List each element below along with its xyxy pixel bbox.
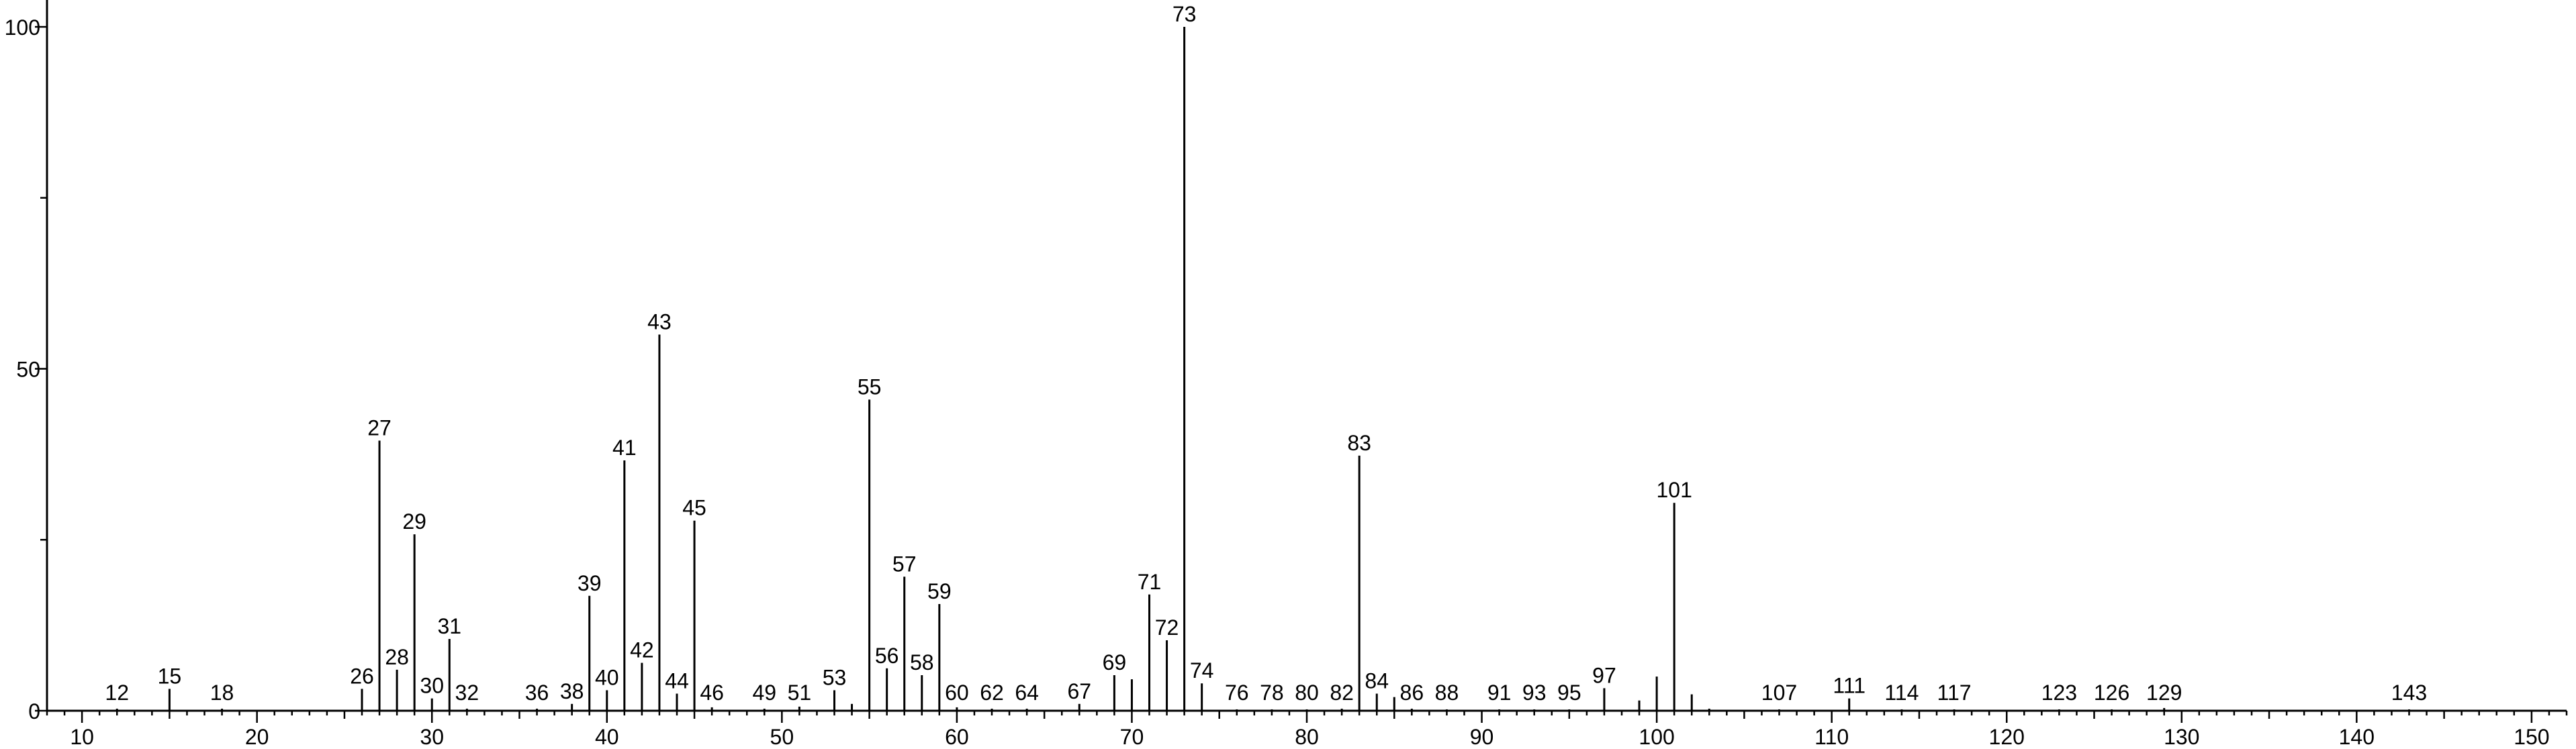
peak-label-28: 28	[385, 645, 409, 669]
peak-label-91: 91	[1487, 681, 1512, 705]
peak-label-15: 15	[158, 664, 182, 688]
peak-label-117: 117	[1937, 681, 1972, 705]
peak-bars	[116, 27, 2410, 711]
peak-label-42: 42	[630, 638, 654, 662]
peak-label-78: 78	[1260, 681, 1284, 705]
peak-label-69: 69	[1103, 650, 1127, 675]
peak-label-71: 71	[1138, 570, 1162, 594]
peak-label-38: 38	[560, 679, 584, 703]
x-tick-label: 60	[945, 725, 969, 749]
peak-label-123: 123	[2041, 681, 2077, 705]
peak-label-80: 80	[1295, 681, 1319, 705]
x-tick-label: 150	[2514, 725, 2549, 749]
peak-label-59: 59	[927, 579, 952, 603]
peak-label-129: 129	[2146, 681, 2182, 705]
y-tick-label: 50	[16, 358, 40, 382]
peak-label-62: 62	[980, 681, 1004, 705]
peak-label-74: 74	[1190, 658, 1214, 683]
x-tick-label: 30	[420, 725, 444, 749]
peak-label-101: 101	[1656, 478, 1692, 502]
peak-label-36: 36	[525, 681, 549, 705]
peak-label-44: 44	[665, 669, 689, 693]
peak-label-73: 73	[1172, 2, 1197, 26]
peak-label-51: 51	[788, 681, 812, 705]
peak-label-111: 111	[1833, 674, 1866, 698]
x-tick-label: 80	[1295, 725, 1319, 749]
peak-label-46: 46	[700, 681, 724, 705]
peak-label-114: 114	[1884, 681, 1919, 705]
peak-label-12: 12	[105, 681, 129, 705]
peak-label-39: 39	[578, 571, 602, 595]
peak-label-86: 86	[1400, 681, 1424, 705]
peak-label-55: 55	[858, 374, 882, 399]
peak-label-97: 97	[1592, 663, 1616, 687]
peak-label-84: 84	[1365, 669, 1389, 693]
peak-labels: 12 15 18 26 27 28 29 30 31 32 36 38 39 40 41 42 43 44 45 46…	[105, 2, 2427, 705]
peak-label-41: 41	[612, 436, 637, 460]
peak-label-56: 56	[875, 644, 899, 668]
x-tick-label: 50	[770, 725, 794, 749]
peak-label-93: 93	[1522, 681, 1547, 705]
peak-label-26: 26	[350, 664, 374, 688]
y-tick-label: 100	[5, 15, 40, 40]
peak-label-30: 30	[420, 674, 444, 698]
y-axis-ticks: 0 50 100	[5, 15, 47, 723]
peak-label-53: 53	[823, 665, 847, 689]
peak-label-76: 76	[1225, 681, 1249, 705]
peak-label-67: 67	[1067, 679, 1091, 703]
peak-label-43: 43	[647, 310, 672, 334]
peak-label-72: 72	[1155, 615, 1179, 640]
peak-label-57: 57	[892, 552, 917, 576]
x-tick-label: 130	[2164, 725, 2199, 749]
x-axis-ticks: 10 20 30 40 50 60 70 80 90 100 110 120 130 140 150	[46, 711, 2568, 749]
x-tick-label: 70	[1120, 725, 1144, 749]
peak-label-45: 45	[682, 496, 706, 520]
peak-label-49: 49	[752, 681, 776, 705]
peak-label-83: 83	[1347, 431, 1371, 455]
peak-label-32: 32	[455, 681, 479, 705]
peak-label-82: 82	[1330, 681, 1354, 705]
peak-label-29: 29	[402, 509, 426, 534]
peak-label-143: 143	[2391, 681, 2427, 705]
peak-label-107: 107	[1761, 681, 1797, 705]
x-tick-label: 40	[595, 725, 619, 749]
x-tick-label: 100	[1639, 725, 1674, 749]
x-tick-label: 140	[2339, 725, 2375, 749]
x-tick-label: 10	[70, 725, 94, 749]
peak-label-31: 31	[437, 614, 461, 638]
peak-label-88: 88	[1435, 681, 1459, 705]
peak-label-18: 18	[210, 681, 234, 705]
peak-label-126: 126	[2094, 681, 2129, 705]
peak-label-58: 58	[910, 650, 934, 675]
peak-label-40: 40	[595, 665, 619, 689]
x-tick-label: 110	[1814, 725, 1849, 749]
x-tick-label: 20	[245, 725, 269, 749]
x-tick-label: 90	[1470, 725, 1494, 749]
x-tick-label: 120	[1989, 725, 2025, 749]
y-tick-label: 0	[28, 699, 40, 723]
peak-label-27: 27	[367, 415, 392, 440]
peak-label-60: 60	[945, 681, 969, 705]
peak-label-95: 95	[1557, 681, 1581, 705]
peak-label-64: 64	[1015, 681, 1039, 705]
